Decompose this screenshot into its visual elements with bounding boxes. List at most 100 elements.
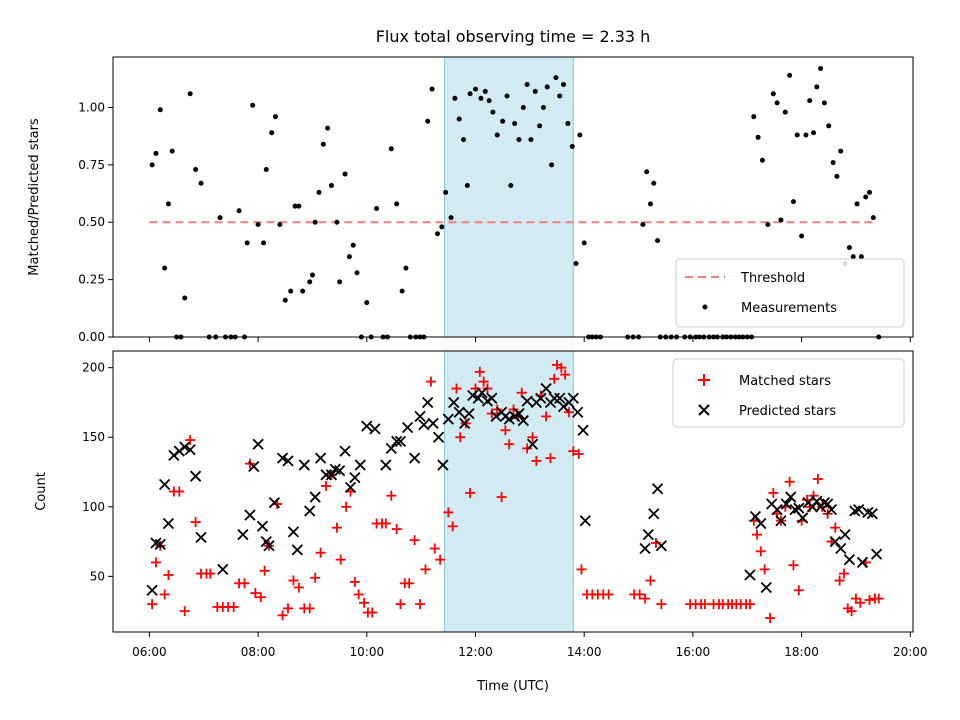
ratio-panel: 0.00 0.25 0.50 0.75 1.00 Flux total observin… xyxy=(27,27,914,344)
x-tick-label: 14:00 xyxy=(567,645,602,659)
measurement-point xyxy=(540,104,546,110)
matched-star-point xyxy=(465,487,476,498)
predicted-star-point xyxy=(304,505,316,517)
measurement-point xyxy=(467,91,473,97)
matched-star-point xyxy=(155,540,166,551)
matched-star-point xyxy=(310,572,321,583)
predicted-star-point xyxy=(361,420,373,432)
matched-star-point xyxy=(864,595,875,606)
predicted-star-point xyxy=(385,442,397,455)
x-tick-label: 18:00 xyxy=(784,645,819,659)
matched-star-point xyxy=(699,599,710,610)
predicted-star-point xyxy=(458,417,471,429)
matched-star-point xyxy=(788,560,799,571)
predicted-star-point xyxy=(760,581,772,594)
measurement-point xyxy=(292,203,298,209)
measurement-point xyxy=(838,148,844,154)
predicted-star-point xyxy=(642,528,654,541)
predicted-star-point xyxy=(540,382,552,395)
matched-star-point xyxy=(331,522,342,533)
predicted-star-point xyxy=(184,444,196,456)
measurement-point xyxy=(826,123,832,129)
predicted-star-point xyxy=(797,512,809,524)
measurement-point xyxy=(759,157,765,163)
matched-star-point xyxy=(755,546,766,557)
measurement-point xyxy=(288,288,294,294)
measurement-point xyxy=(425,118,431,124)
y-tick-label: 1.00 xyxy=(78,100,105,114)
measurement-point xyxy=(867,189,873,195)
predicted-star-point xyxy=(648,508,660,520)
measurement-point xyxy=(765,222,771,228)
matched-star-point xyxy=(179,606,190,617)
measurement-point xyxy=(309,272,315,278)
matched-star-point xyxy=(293,582,304,593)
predicted-star-point xyxy=(463,407,475,420)
matched-star-point xyxy=(640,593,651,604)
matched-star-point xyxy=(784,476,795,487)
matched-star-point xyxy=(304,603,315,614)
measurement-point xyxy=(165,201,171,207)
measurement-point xyxy=(334,219,340,225)
matched-star-point xyxy=(409,535,420,546)
matched-star-point xyxy=(239,578,250,589)
x-tick-label: 16:00 xyxy=(676,645,711,659)
measurement-point xyxy=(834,173,840,179)
matched-star-point xyxy=(560,369,571,380)
predicted-star-point xyxy=(422,396,434,409)
measurement-point xyxy=(850,254,856,260)
measurement-point xyxy=(461,137,467,143)
predicted-star-point xyxy=(639,542,651,555)
matched-star-point xyxy=(451,383,462,394)
matched-star-point xyxy=(353,589,364,600)
predicted-star-point xyxy=(567,392,579,404)
y-axis-label: Count xyxy=(34,472,49,511)
measurement-point xyxy=(157,107,163,113)
measurement-point xyxy=(153,150,159,156)
y-tick-label: 200 xyxy=(82,361,105,375)
measurement-point xyxy=(261,240,267,246)
measurement-point xyxy=(655,238,661,244)
measurement-point xyxy=(429,86,435,92)
matched-star-point xyxy=(341,501,352,512)
matched-star-point xyxy=(812,473,823,484)
measurement-point xyxy=(354,270,360,276)
measurement-point xyxy=(751,114,757,120)
measurement-point xyxy=(193,166,199,172)
measurement-point xyxy=(162,265,168,271)
predicted-star-point xyxy=(333,464,346,477)
legend-predicted-label: Predicted stars xyxy=(739,404,836,419)
measurement-point xyxy=(255,222,261,228)
matched-star-point xyxy=(744,599,755,610)
matched-star-point xyxy=(496,492,507,503)
predicted-star-point xyxy=(309,491,321,503)
predicted-star-point xyxy=(655,540,668,552)
matched-star-point xyxy=(838,568,849,579)
measurement-point xyxy=(774,100,780,106)
matched-star-point xyxy=(386,490,397,501)
predicted-star-point xyxy=(453,406,465,418)
measurement-point xyxy=(544,84,550,90)
matched-star-point xyxy=(556,362,567,373)
predicted-star-point xyxy=(849,505,861,517)
measurement-point xyxy=(532,88,538,94)
matched-star-point xyxy=(395,599,406,610)
measurement-point xyxy=(443,189,449,195)
matched-star-point xyxy=(541,411,552,422)
measurement-point xyxy=(217,215,223,221)
predicted-star-point xyxy=(158,478,171,491)
matched-star-point xyxy=(147,599,158,610)
measurement-point xyxy=(325,125,331,131)
plot-frame xyxy=(112,56,914,338)
measurement-point xyxy=(858,254,864,260)
predicted-star-point xyxy=(517,414,529,427)
measurement-point xyxy=(755,134,761,140)
highlight-span xyxy=(444,350,574,633)
measurement-point xyxy=(644,169,650,175)
predicted-star-point xyxy=(651,483,664,495)
matched-star-point xyxy=(563,407,574,418)
measurement-point xyxy=(561,82,567,88)
predicted-star-point xyxy=(771,503,783,516)
y-tick-label: 150 xyxy=(82,430,105,444)
predicted-star-point xyxy=(244,509,256,521)
